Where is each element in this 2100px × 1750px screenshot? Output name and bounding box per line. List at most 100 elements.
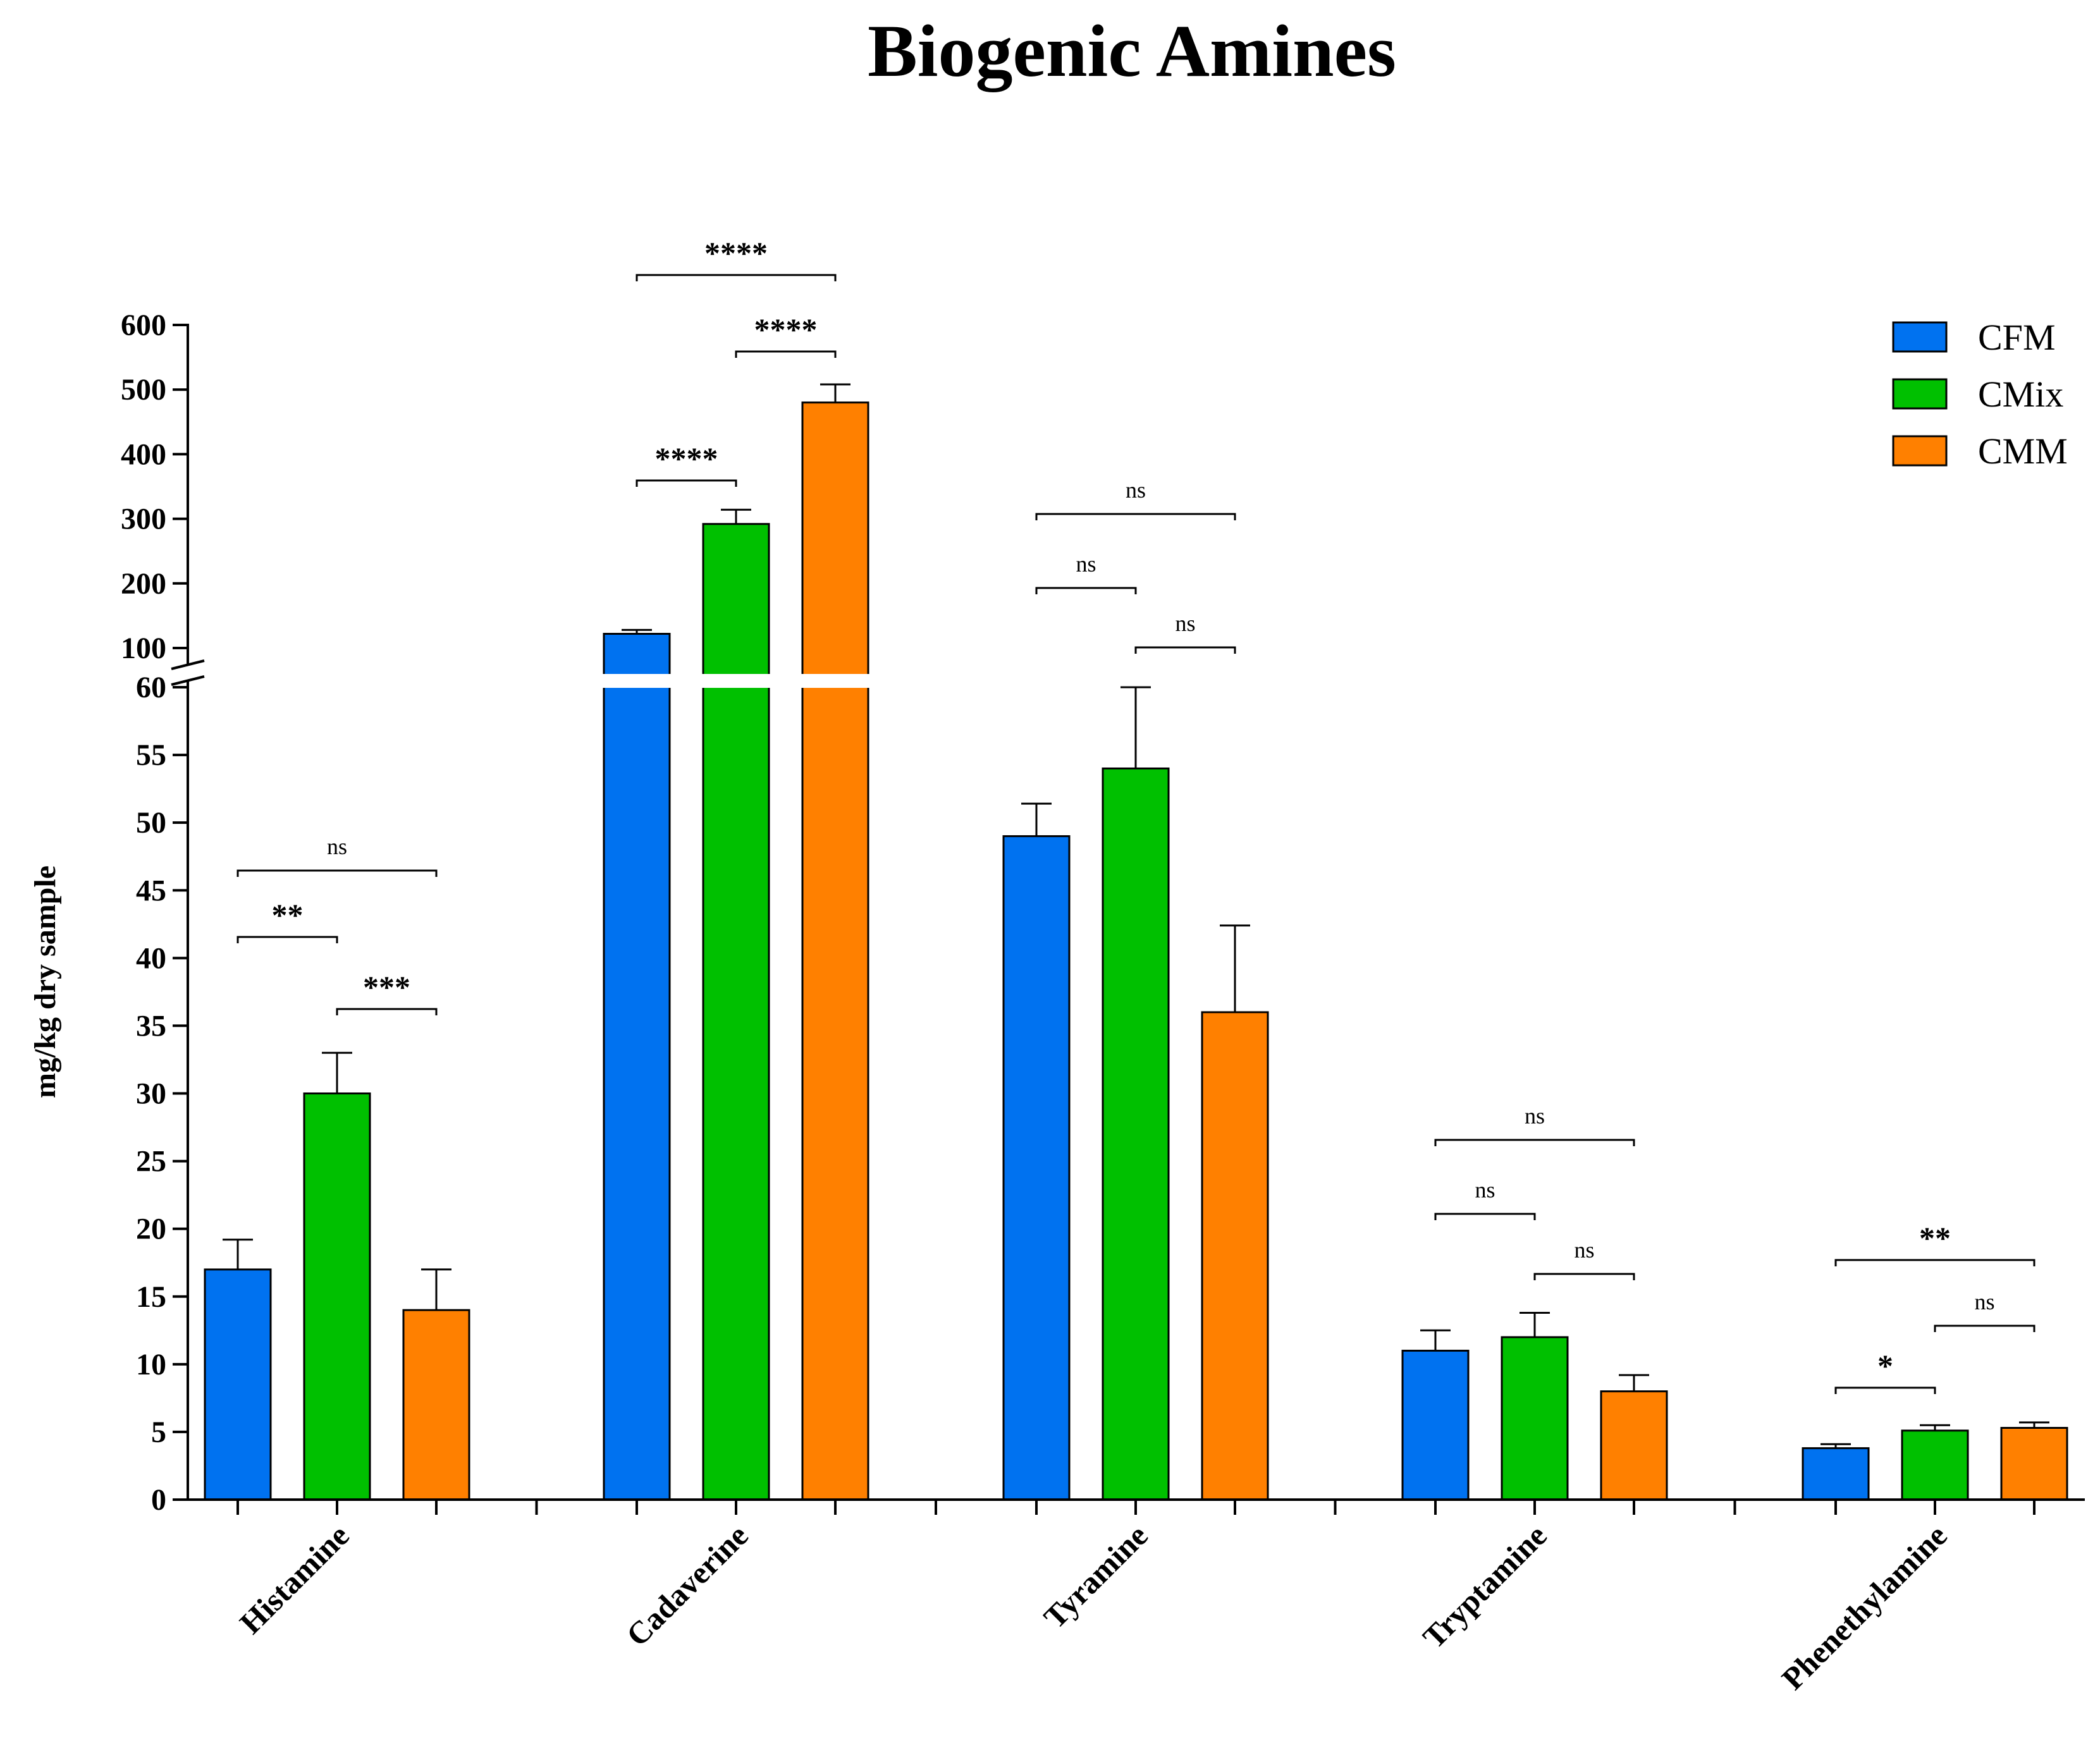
bracket-line	[636, 274, 837, 281]
bar-cfm-tryptamine	[1401, 1349, 1470, 1501]
significance-label: ns	[1525, 1103, 1545, 1129]
significance-label: ns	[327, 834, 347, 859]
axis-break-mark	[171, 675, 205, 686]
significance-label: ns	[1076, 551, 1096, 577]
significance-label: **	[272, 897, 304, 933]
bar-cfm-phenethylamine	[1802, 1447, 1870, 1501]
bracket-line	[1834, 1259, 2036, 1266]
significance-label: ****	[704, 235, 768, 271]
legend-swatch	[1892, 435, 1948, 467]
bracket-line	[1134, 646, 1236, 654]
y-tick-label: 600	[121, 309, 166, 342]
significance-bracket: ns	[1934, 1289, 2036, 1332]
bar-cfm-cadaverine	[603, 633, 671, 1501]
legend: CFM CMix CMM	[1892, 317, 2068, 472]
y-tick-label: 60	[136, 671, 166, 704]
y-tick-label: 500	[121, 373, 166, 407]
bar-cmm-histamine	[402, 1309, 470, 1501]
y-tick-label: 200	[121, 567, 166, 601]
significance-label: ***	[363, 969, 410, 1005]
significance-bracket: ns	[1434, 1177, 1536, 1220]
category-label: Tyramine	[1037, 1517, 1155, 1635]
y-tick-label: 0	[151, 1483, 166, 1517]
axis-break-mark	[171, 659, 205, 670]
y-tick-label: 15	[136, 1280, 166, 1314]
significance-bracket: ns	[1035, 477, 1236, 520]
bracket-line	[236, 936, 338, 943]
bracket-line	[1035, 513, 1236, 520]
bracket-line	[1533, 1273, 1635, 1280]
significance-bracket: ns	[1434, 1103, 1635, 1146]
legend-label: CMix	[1978, 374, 2063, 415]
legend-swatch	[1892, 321, 1948, 353]
bar-cmix-histamine	[303, 1092, 371, 1501]
category-label: Tryptamine	[1416, 1517, 1554, 1655]
bracket-line	[1434, 1139, 1635, 1146]
significance-label: ****	[754, 312, 818, 347]
y-tick-label: 50	[136, 806, 166, 840]
chart-title: Biogenic Amines	[868, 9, 1396, 92]
legend-label: CFM	[1978, 317, 2056, 358]
bar-cmix-phenethylamine	[1901, 1429, 1969, 1501]
plot-area: 0 5 10 15 20 25 30 35 40 45 50 55 60 100 200 300 400 500 6…	[121, 235, 2085, 1696]
bracket-line	[1035, 587, 1137, 594]
y-tick-label: 5	[151, 1416, 166, 1449]
legend-item-cfm: CFM	[1892, 317, 2056, 358]
significance-bracket: ****	[636, 235, 837, 281]
significance-label: **	[1919, 1220, 1951, 1256]
significance-label: *	[1877, 1348, 1893, 1383]
significance-bracket: **	[1834, 1220, 2036, 1266]
y-tick-label: 400	[121, 438, 166, 471]
bar-cmix-tyramine	[1102, 768, 1170, 1501]
y-tick-label: 100	[121, 632, 166, 665]
bar-cfm-tyramine	[1002, 835, 1071, 1501]
significance-label: ns	[1574, 1237, 1594, 1263]
legend-label: CMM	[1978, 431, 2068, 472]
significance-bracket: ns	[236, 834, 438, 877]
significance-bracket: ns	[1035, 551, 1137, 594]
significance-bracket: ****	[636, 441, 737, 487]
significance-bracket: ns	[1533, 1237, 1635, 1280]
significance-label: ns	[1175, 611, 1195, 636]
bar-cmix-cadaverine	[702, 523, 770, 1501]
y-tick-label: 300	[121, 503, 166, 536]
bar-cmm-tryptamine	[1600, 1390, 1668, 1501]
bar-cmix-tryptamine	[1501, 1336, 1569, 1501]
y-tick-label: 35	[136, 1009, 166, 1043]
y-tick-label: 10	[136, 1348, 166, 1381]
significance-label: ns	[1974, 1289, 1994, 1314]
bar-cmm-cadaverine	[801, 401, 869, 1501]
bracket-line	[236, 869, 438, 877]
significance-bracket: *	[1834, 1348, 1936, 1394]
axis-break-gap	[799, 674, 872, 688]
significance-label: ****	[655, 441, 718, 476]
axis-break-gap	[699, 674, 773, 688]
legend-item-cmix: CMix	[1892, 374, 2063, 415]
y-tick-label: 40	[136, 941, 166, 975]
bracket-line	[336, 1008, 438, 1015]
y-tick-label: 45	[136, 874, 166, 907]
legend-item-cmm: CMM	[1892, 431, 2068, 472]
category-label: Histamine	[233, 1517, 356, 1641]
significance-bracket: ***	[336, 969, 438, 1015]
legend-swatch	[1892, 378, 1948, 410]
bar-cmm-tyramine	[1201, 1011, 1269, 1501]
bracket-line	[1934, 1325, 2036, 1332]
category-label: Phenethylamine	[1775, 1517, 1954, 1696]
bracket-line	[1834, 1386, 1936, 1394]
y-tick-label: 20	[136, 1213, 166, 1246]
y-tick-label: 25	[136, 1145, 166, 1178]
category-label: Cadaverine	[619, 1517, 754, 1653]
significance-bracket: ns	[1134, 611, 1236, 654]
significance-bracket: ****	[735, 312, 837, 358]
bar-cmm-phenethylamine	[2000, 1426, 2068, 1501]
significance-bracket: **	[236, 897, 338, 943]
bracket-line	[735, 350, 837, 358]
significance-label: ns	[1475, 1177, 1495, 1202]
bracket-line	[1434, 1213, 1536, 1220]
y-axis-label: mg/kg dry sample	[28, 866, 62, 1098]
bar-cfm-histamine	[204, 1268, 272, 1501]
significance-label: ns	[1126, 477, 1146, 503]
bracket-line	[636, 479, 737, 487]
